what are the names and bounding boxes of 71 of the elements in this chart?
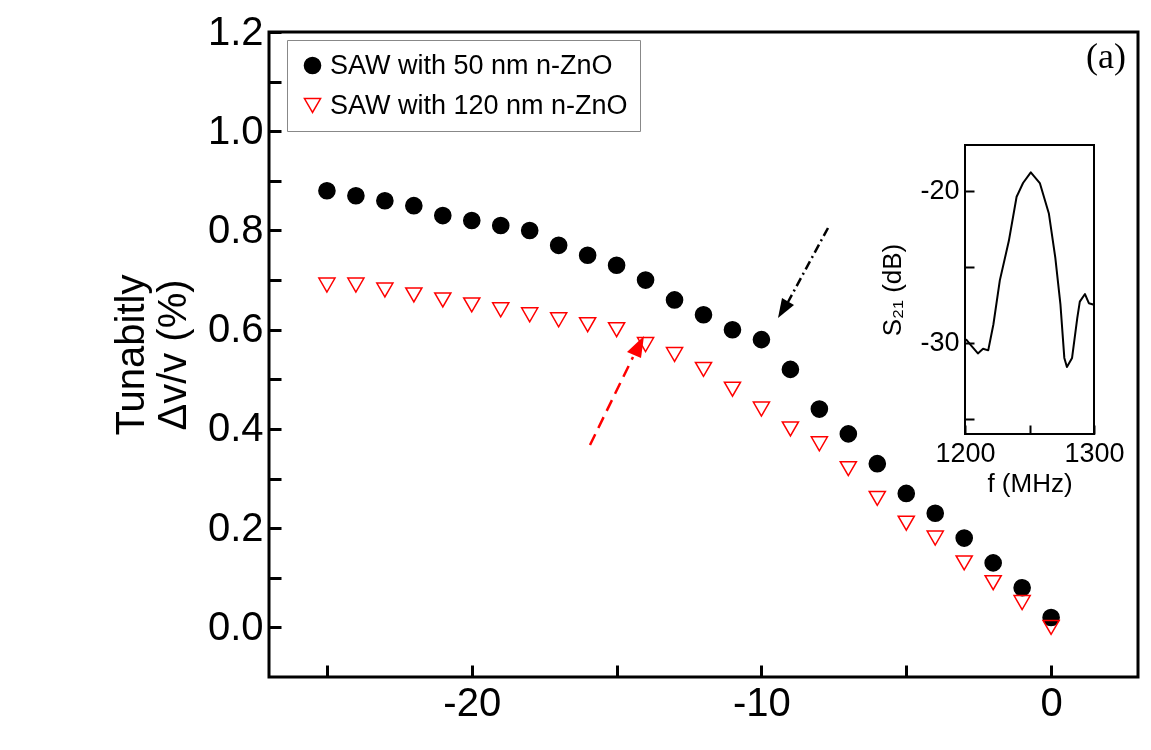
- point: [781, 421, 800, 437]
- point: [868, 490, 887, 507]
- point: [462, 297, 481, 313]
- point: [520, 221, 539, 240]
- x-axis-title: f (MHz): [987, 467, 1073, 498]
- point: [810, 436, 829, 452]
- point: [1042, 608, 1060, 627]
- point: [549, 312, 568, 328]
- y-tick-label: 0.0: [207, 603, 264, 648]
- point: [1042, 619, 1060, 636]
- point: [723, 381, 742, 397]
- point: [636, 336, 655, 353]
- point: [607, 256, 626, 274]
- point: [839, 425, 858, 443]
- point: [376, 191, 394, 210]
- point: [520, 307, 539, 323]
- point: [694, 306, 713, 324]
- point: [839, 460, 858, 477]
- y-tick-label: 1.2: [207, 8, 264, 53]
- point: [1013, 594, 1031, 611]
- point: [868, 454, 887, 473]
- y-axis-title: S₂₁ (dB): [877, 243, 908, 337]
- y-tick-label: 0.2: [207, 504, 264, 549]
- legend-label: SAW with 120 nm n-ZnO: [330, 89, 628, 120]
- point: [607, 321, 626, 338]
- x-tick-label: -20: [443, 679, 502, 724]
- y-tick-label: -30: [920, 327, 960, 358]
- x-tick-label: -10: [733, 679, 791, 724]
- point: [578, 246, 597, 265]
- y-tick-label: 0.8: [207, 206, 264, 251]
- point: [897, 484, 916, 503]
- point: [491, 302, 510, 318]
- point: [318, 277, 336, 293]
- point: [926, 504, 945, 523]
- y-axis-title: Tunabitly Δv/v (%): [107, 274, 194, 436]
- point: [636, 271, 655, 289]
- point: [318, 181, 336, 200]
- point: [810, 400, 829, 418]
- point: [752, 401, 771, 417]
- point: [781, 360, 800, 379]
- point: [1013, 578, 1031, 597]
- point: [376, 282, 394, 298]
- annotation: (a): [1086, 36, 1126, 76]
- point: [955, 555, 974, 571]
- point: [491, 216, 510, 235]
- x-tick-label: 1200: [935, 437, 996, 468]
- point: [549, 236, 568, 255]
- point: [984, 554, 1002, 572]
- point: [897, 515, 916, 531]
- point: [578, 317, 597, 333]
- point: [694, 361, 713, 378]
- point: [665, 291, 684, 309]
- point: [405, 196, 423, 215]
- point: [955, 529, 974, 547]
- point: [433, 292, 452, 308]
- x-tick-label: 0: [1040, 679, 1063, 724]
- point: [347, 277, 365, 293]
- point: [926, 530, 945, 546]
- y-tick-label: 0.4: [207, 405, 264, 450]
- point: [462, 211, 481, 230]
- x-tick-label: 1300: [1064, 437, 1125, 468]
- point: [347, 186, 365, 205]
- legend-label: SAW with 50 nm n-ZnO: [330, 49, 613, 80]
- point: [723, 320, 742, 339]
- point: [984, 575, 1002, 591]
- point: [665, 346, 684, 363]
- point: [752, 330, 771, 349]
- point: [433, 206, 452, 225]
- point: [405, 287, 423, 303]
- y-tick-label: 1.0: [207, 107, 264, 152]
- y-tick-label: 0.6: [207, 306, 264, 351]
